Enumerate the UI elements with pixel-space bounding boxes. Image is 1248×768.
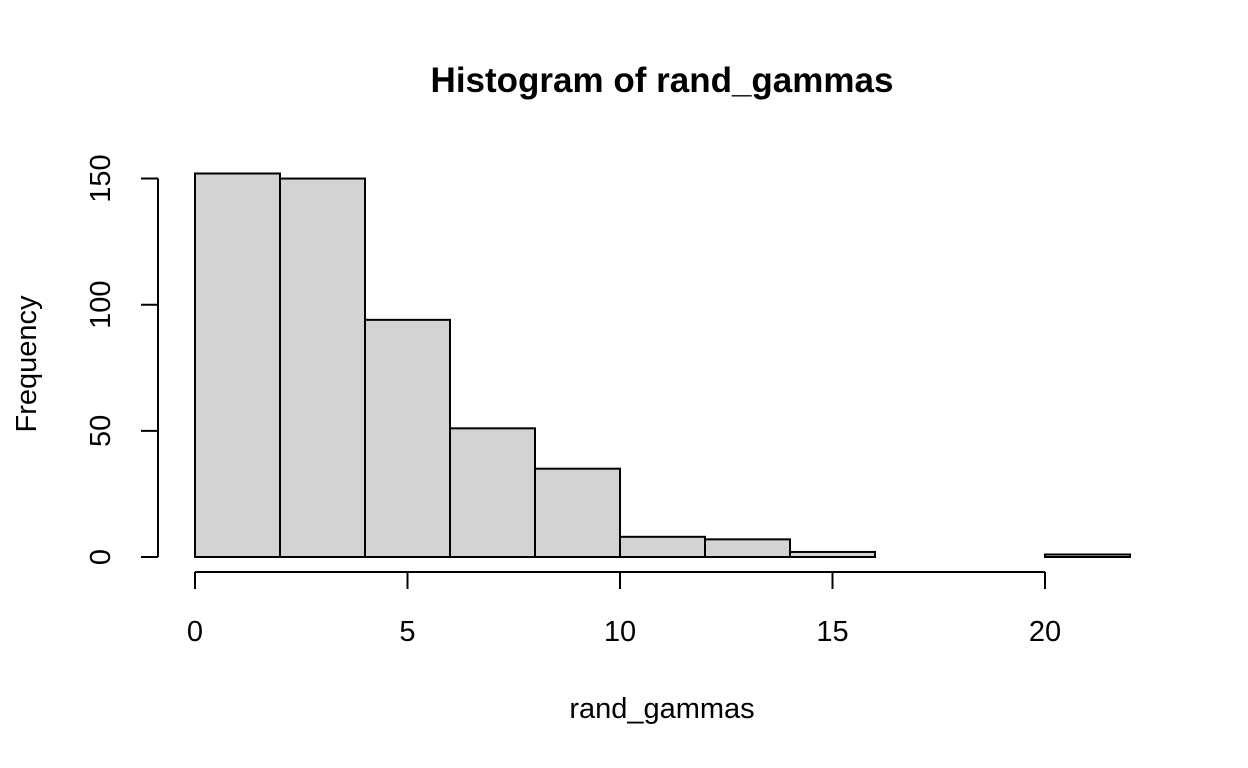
histogram-bar-3 — [449, 427, 536, 558]
histogram-bar-4 — [534, 467, 621, 559]
x-tick-label-3: 15 — [816, 616, 848, 648]
y-axis-label: Frequency — [11, 295, 43, 433]
y-tick-label-1: 50 — [85, 415, 117, 447]
y-tick-label-2: 100 — [85, 281, 117, 329]
x-tick-label-1: 5 — [399, 616, 415, 648]
histogram-bar-0 — [194, 172, 281, 558]
histogram-bar-7 — [789, 550, 876, 558]
bars-group — [194, 172, 1131, 559]
histogram-bar-10 — [1044, 553, 1131, 558]
x-axis-label: rand_gammas — [569, 693, 754, 725]
y-tick-label-0: 0 — [85, 549, 117, 565]
histogram-bar-6 — [704, 538, 791, 558]
chart-title: Histogram of rand_gammas — [431, 61, 894, 100]
x-axis: 0 5 10 15 20 — [187, 571, 1061, 648]
x-tick-label-2: 10 — [604, 616, 636, 648]
y-tick-label-3: 150 — [85, 154, 117, 202]
histogram-bar-2 — [364, 318, 451, 559]
y-axis: 0 50 100 150 — [85, 154, 159, 565]
histogram-bar-5 — [619, 535, 706, 558]
x-tick-label-4: 20 — [1029, 616, 1061, 648]
x-tick-label-0: 0 — [187, 616, 203, 648]
histogram-bar-1 — [279, 177, 366, 559]
